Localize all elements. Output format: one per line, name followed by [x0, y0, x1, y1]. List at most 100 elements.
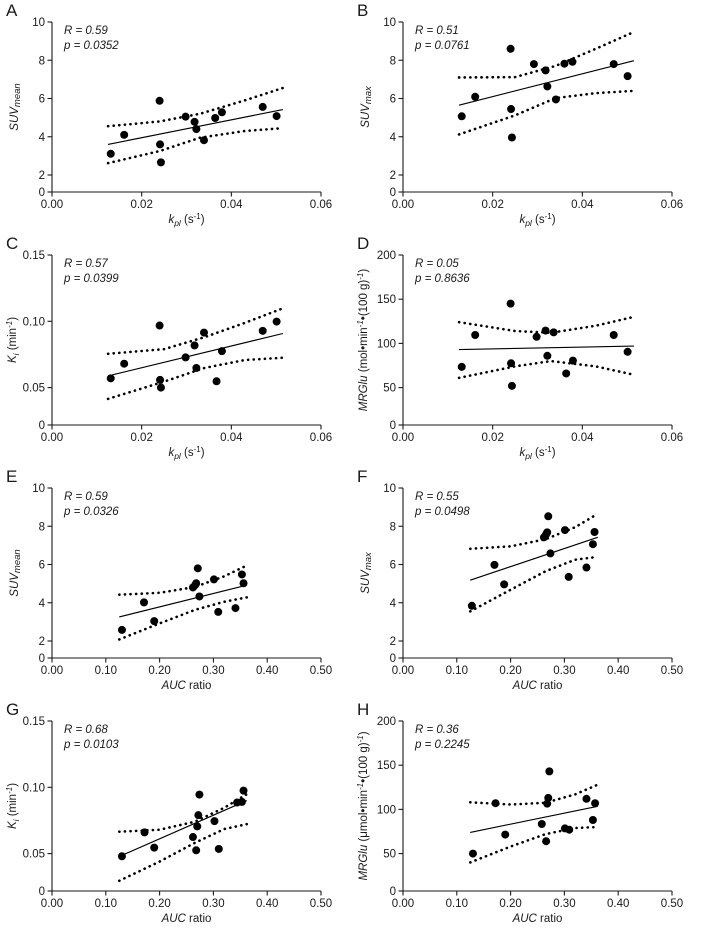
panel-f: F 0.00 0.10 0.20 0.30 0.40 0.50 0 2 4 6 8 10 AUC rati… [351, 466, 702, 699]
svg-text:0: 0 [39, 886, 45, 898]
svg-text:0.20: 0.20 [499, 665, 521, 677]
svg-text:AUC ratio: AUC ratio [512, 913, 563, 925]
svg-text:0: 0 [39, 653, 45, 665]
y-axis-ticks: 0 2 4 6 8 10 [383, 17, 403, 199]
data-point [591, 799, 600, 808]
data-point [506, 44, 515, 53]
data-points [467, 512, 599, 610]
data-point [471, 92, 480, 101]
data-point [258, 102, 267, 111]
svg-text:kpl (s-1): kpl (s-1) [519, 212, 555, 228]
svg-text:0.40: 0.40 [607, 665, 629, 677]
data-point [258, 326, 267, 335]
data-points [457, 44, 632, 142]
svg-text:0.00: 0.00 [392, 898, 414, 910]
p-value-label: p = 0.0498 [414, 506, 470, 518]
confidence-band [106, 307, 285, 401]
svg-text:SUVmean: SUVmean [9, 83, 23, 130]
data-points [117, 786, 248, 861]
x-axis-ticks: 0.00 0.02 0.04 0.06 [41, 192, 332, 211]
ci-lower-curve [117, 596, 249, 641]
confidence-band [117, 792, 249, 883]
data-point [140, 598, 148, 607]
svg-text:0.50: 0.50 [661, 665, 683, 677]
svg-text:0.02: 0.02 [130, 432, 152, 444]
scatter-plot-d: 0.00 0.02 0.04 0.06 0 50 100 150 200 kpl (s-1) MRG… [356, 250, 683, 461]
svg-text:kpl (s-1): kpl (s-1) [519, 445, 555, 461]
data-point [467, 601, 476, 610]
r-value-label: R = 0.36 [415, 724, 459, 736]
svg-text:100: 100 [377, 338, 396, 350]
data-point [623, 347, 632, 356]
svg-text:6: 6 [390, 94, 396, 106]
svg-text:8: 8 [390, 55, 396, 67]
svg-text:0.30: 0.30 [202, 665, 224, 677]
regression-line [119, 800, 247, 858]
svg-text:MRGlu (μmol•min-1•(100 g)-1): MRGlu (μmol•min-1•(100 g)-1) [356, 731, 370, 880]
ci-lower-curve [117, 822, 249, 883]
data-point [529, 60, 538, 69]
panel-letter-g: G [6, 700, 20, 719]
panel-a: A 0.00 0.02 0.04 0.06 0 2 4 6 8 10 kpl (s-1) SUVmean… [0, 0, 351, 233]
data-point [156, 140, 165, 149]
data-point [214, 607, 223, 616]
svg-text:0: 0 [39, 420, 45, 432]
data-point [106, 149, 115, 158]
data-point [120, 130, 129, 139]
ci-upper-curve [457, 30, 636, 79]
svg-text:0.06: 0.06 [310, 199, 332, 211]
stats-annotation: R = 0.57 p = 0.0399 [63, 258, 119, 285]
svg-text:4: 4 [390, 132, 397, 144]
data-point [192, 846, 201, 855]
panel-h: H 0.00 0.10 0.20 0.30 0.40 0.50 0 50 100 150 200 AUC… [351, 699, 702, 932]
svg-text:0.00: 0.00 [392, 432, 414, 444]
r-value-label: R = 0.05 [415, 258, 459, 270]
data-point [490, 560, 499, 569]
svg-text:0.02: 0.02 [481, 199, 503, 211]
svg-text:kpl (s-1): kpl (s-1) [168, 212, 204, 228]
data-point [532, 332, 541, 341]
ci-upper-curve [117, 564, 249, 597]
data-point [544, 793, 553, 802]
svg-text:10: 10 [32, 17, 45, 29]
svg-text:4: 4 [39, 598, 46, 610]
svg-text:50: 50 [383, 849, 396, 861]
data-point [155, 96, 164, 105]
data-point [117, 852, 126, 861]
data-point [199, 328, 208, 337]
y-axis-ticks: 0 0.05 0.10 0.15 [23, 716, 52, 898]
stats-annotation: R = 0.59 p = 0.0326 [63, 491, 119, 518]
panel-c: C 0.00 0.02 0.04 0.06 0 0.05 0.10 0.15 kpl (s-1) K… [0, 233, 351, 466]
data-point [588, 816, 597, 825]
data-point [543, 351, 552, 360]
axes [402, 22, 672, 193]
svg-text:Ki (min-1): Ki (min-1) [5, 317, 21, 363]
svg-text:0.20: 0.20 [148, 665, 170, 677]
data-point [549, 328, 558, 337]
x-axis-ticks: 0.00 0.02 0.04 0.06 [392, 425, 683, 444]
svg-text:0.40: 0.40 [256, 898, 278, 910]
r-value-label: R = 0.51 [415, 25, 459, 37]
axes [51, 255, 321, 426]
x-axis-ticks: 0.00 0.02 0.04 0.06 [392, 192, 683, 211]
panel-letter-f: F [357, 467, 368, 486]
svg-text:0.30: 0.30 [553, 665, 575, 677]
data-point [181, 353, 190, 362]
svg-text:0.30: 0.30 [202, 898, 224, 910]
data-point [217, 347, 226, 356]
data-point [188, 833, 197, 842]
svg-text:2: 2 [390, 170, 396, 182]
svg-text:0.05: 0.05 [23, 849, 45, 861]
data-point [468, 849, 477, 858]
svg-text:0.40: 0.40 [607, 898, 629, 910]
panel-letter-b: B [357, 1, 369, 20]
panel-g: G 0.00 0.10 0.20 0.30 0.40 0.50 0 0.05 0.10 0.15 AU… [0, 699, 351, 932]
data-point [590, 527, 599, 536]
svg-text:100: 100 [377, 804, 396, 816]
data-point [588, 540, 597, 549]
data-point [117, 625, 126, 634]
confidence-band [468, 783, 600, 864]
axes [402, 255, 672, 426]
svg-text:0.15: 0.15 [23, 716, 45, 728]
